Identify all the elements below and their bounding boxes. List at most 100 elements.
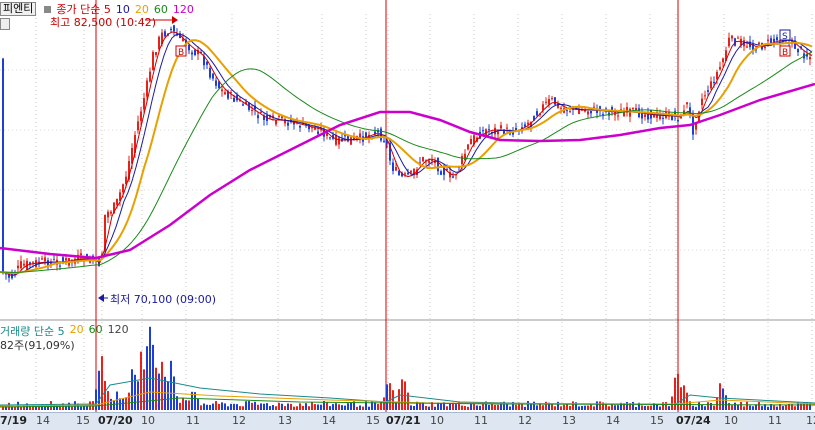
volume-bar xyxy=(500,402,502,410)
volume-bar xyxy=(548,402,550,410)
candle-body xyxy=(593,106,595,108)
volume-bar xyxy=(20,406,22,410)
volume-bar xyxy=(464,406,466,410)
candle-body xyxy=(473,135,475,145)
candle-body xyxy=(89,260,91,263)
candle-body xyxy=(560,107,562,109)
candle-body xyxy=(227,91,229,99)
candle-body xyxy=(17,265,19,269)
candle-body xyxy=(353,136,355,140)
candle-body xyxy=(746,46,748,48)
candle-body xyxy=(59,265,61,267)
volume-bar xyxy=(554,406,556,410)
candle-body xyxy=(482,130,484,132)
volume-bar xyxy=(32,405,34,410)
candle-body xyxy=(272,115,274,118)
candle-body xyxy=(128,161,130,180)
volume-bar xyxy=(113,400,115,410)
vol-legend-ma5: 거래량 단순 5 xyxy=(0,325,65,338)
candle-body xyxy=(626,107,628,113)
candle-body xyxy=(524,124,526,127)
candle-body xyxy=(350,137,352,145)
candle-body xyxy=(200,52,202,54)
volume-bar xyxy=(86,405,88,410)
volume-bar xyxy=(473,404,475,410)
volume-bar xyxy=(428,406,430,410)
volume-bar xyxy=(2,405,4,410)
scroll-handle-icon[interactable] xyxy=(0,18,10,30)
stock-name-tab[interactable]: 피엔티 xyxy=(0,2,37,16)
volume-bar xyxy=(671,396,673,410)
candle-body xyxy=(428,160,430,163)
candle-body xyxy=(791,39,793,44)
candle-body xyxy=(122,184,124,193)
volume-bar xyxy=(401,379,403,410)
settings-square-icon[interactable] xyxy=(44,5,52,13)
candle-body xyxy=(5,273,7,275)
volume-bar xyxy=(632,401,634,410)
volume-bar xyxy=(305,403,307,410)
volume-bar xyxy=(476,405,478,410)
volume-bar xyxy=(614,405,616,410)
candle-body xyxy=(755,49,757,51)
volume-bar xyxy=(791,404,793,410)
candle-body xyxy=(206,61,208,65)
candle-body xyxy=(662,117,664,119)
volume-bar xyxy=(149,326,151,410)
sell-marker-s xyxy=(779,29,791,41)
candle-body xyxy=(65,258,67,261)
volume-bar xyxy=(515,404,517,410)
volume-bar xyxy=(224,403,226,410)
candle-body xyxy=(629,108,631,117)
candle-body xyxy=(509,133,511,135)
legend-ma20: 20 xyxy=(134,2,149,16)
volume-bar xyxy=(770,404,772,410)
volume-bar xyxy=(593,406,595,410)
volume-bar xyxy=(134,374,136,410)
candle-body xyxy=(134,134,136,153)
candle-body xyxy=(242,104,244,106)
volume-bar xyxy=(527,401,529,410)
volume-bar xyxy=(233,403,235,410)
candle-body xyxy=(401,172,403,177)
candle-body xyxy=(623,111,625,117)
volume-bar xyxy=(260,403,262,410)
candle-body xyxy=(164,31,166,37)
volume-bar xyxy=(170,360,172,410)
candle-body xyxy=(8,274,10,278)
candle-body xyxy=(320,128,322,130)
candle-body xyxy=(500,125,502,129)
volume-bar xyxy=(773,405,775,410)
volume-bar xyxy=(806,402,808,410)
volume-bar xyxy=(557,401,559,410)
sell-marker-text: S xyxy=(782,32,788,42)
volume-bar xyxy=(218,403,220,410)
volume-bar xyxy=(143,369,145,410)
volume-bar xyxy=(467,406,469,410)
volume-bar xyxy=(440,403,442,410)
volume-bar xyxy=(488,404,490,410)
candle-body xyxy=(404,173,406,175)
candle-body xyxy=(464,153,466,160)
candle-body xyxy=(566,110,568,112)
volume-bar xyxy=(635,406,637,410)
volume-bar xyxy=(296,406,298,410)
vol-ma60-line xyxy=(0,397,815,408)
candle-body xyxy=(809,57,811,60)
volume-bar xyxy=(737,404,739,410)
buy-marker-b xyxy=(779,45,791,57)
candle-body xyxy=(161,32,163,45)
volume-bar xyxy=(599,401,601,410)
x-axis-tick: 07/24 xyxy=(676,414,711,427)
candle-body xyxy=(197,49,199,55)
volume-bar xyxy=(251,402,253,410)
x-axis-tick: 13 xyxy=(278,414,292,427)
volume-bar xyxy=(179,402,181,410)
time-axis xyxy=(0,412,815,430)
candle-body xyxy=(461,155,463,165)
candle-body xyxy=(587,111,589,115)
volume-bar xyxy=(83,406,85,410)
high-arrow-icon xyxy=(172,16,178,24)
volume-bar xyxy=(131,369,133,410)
